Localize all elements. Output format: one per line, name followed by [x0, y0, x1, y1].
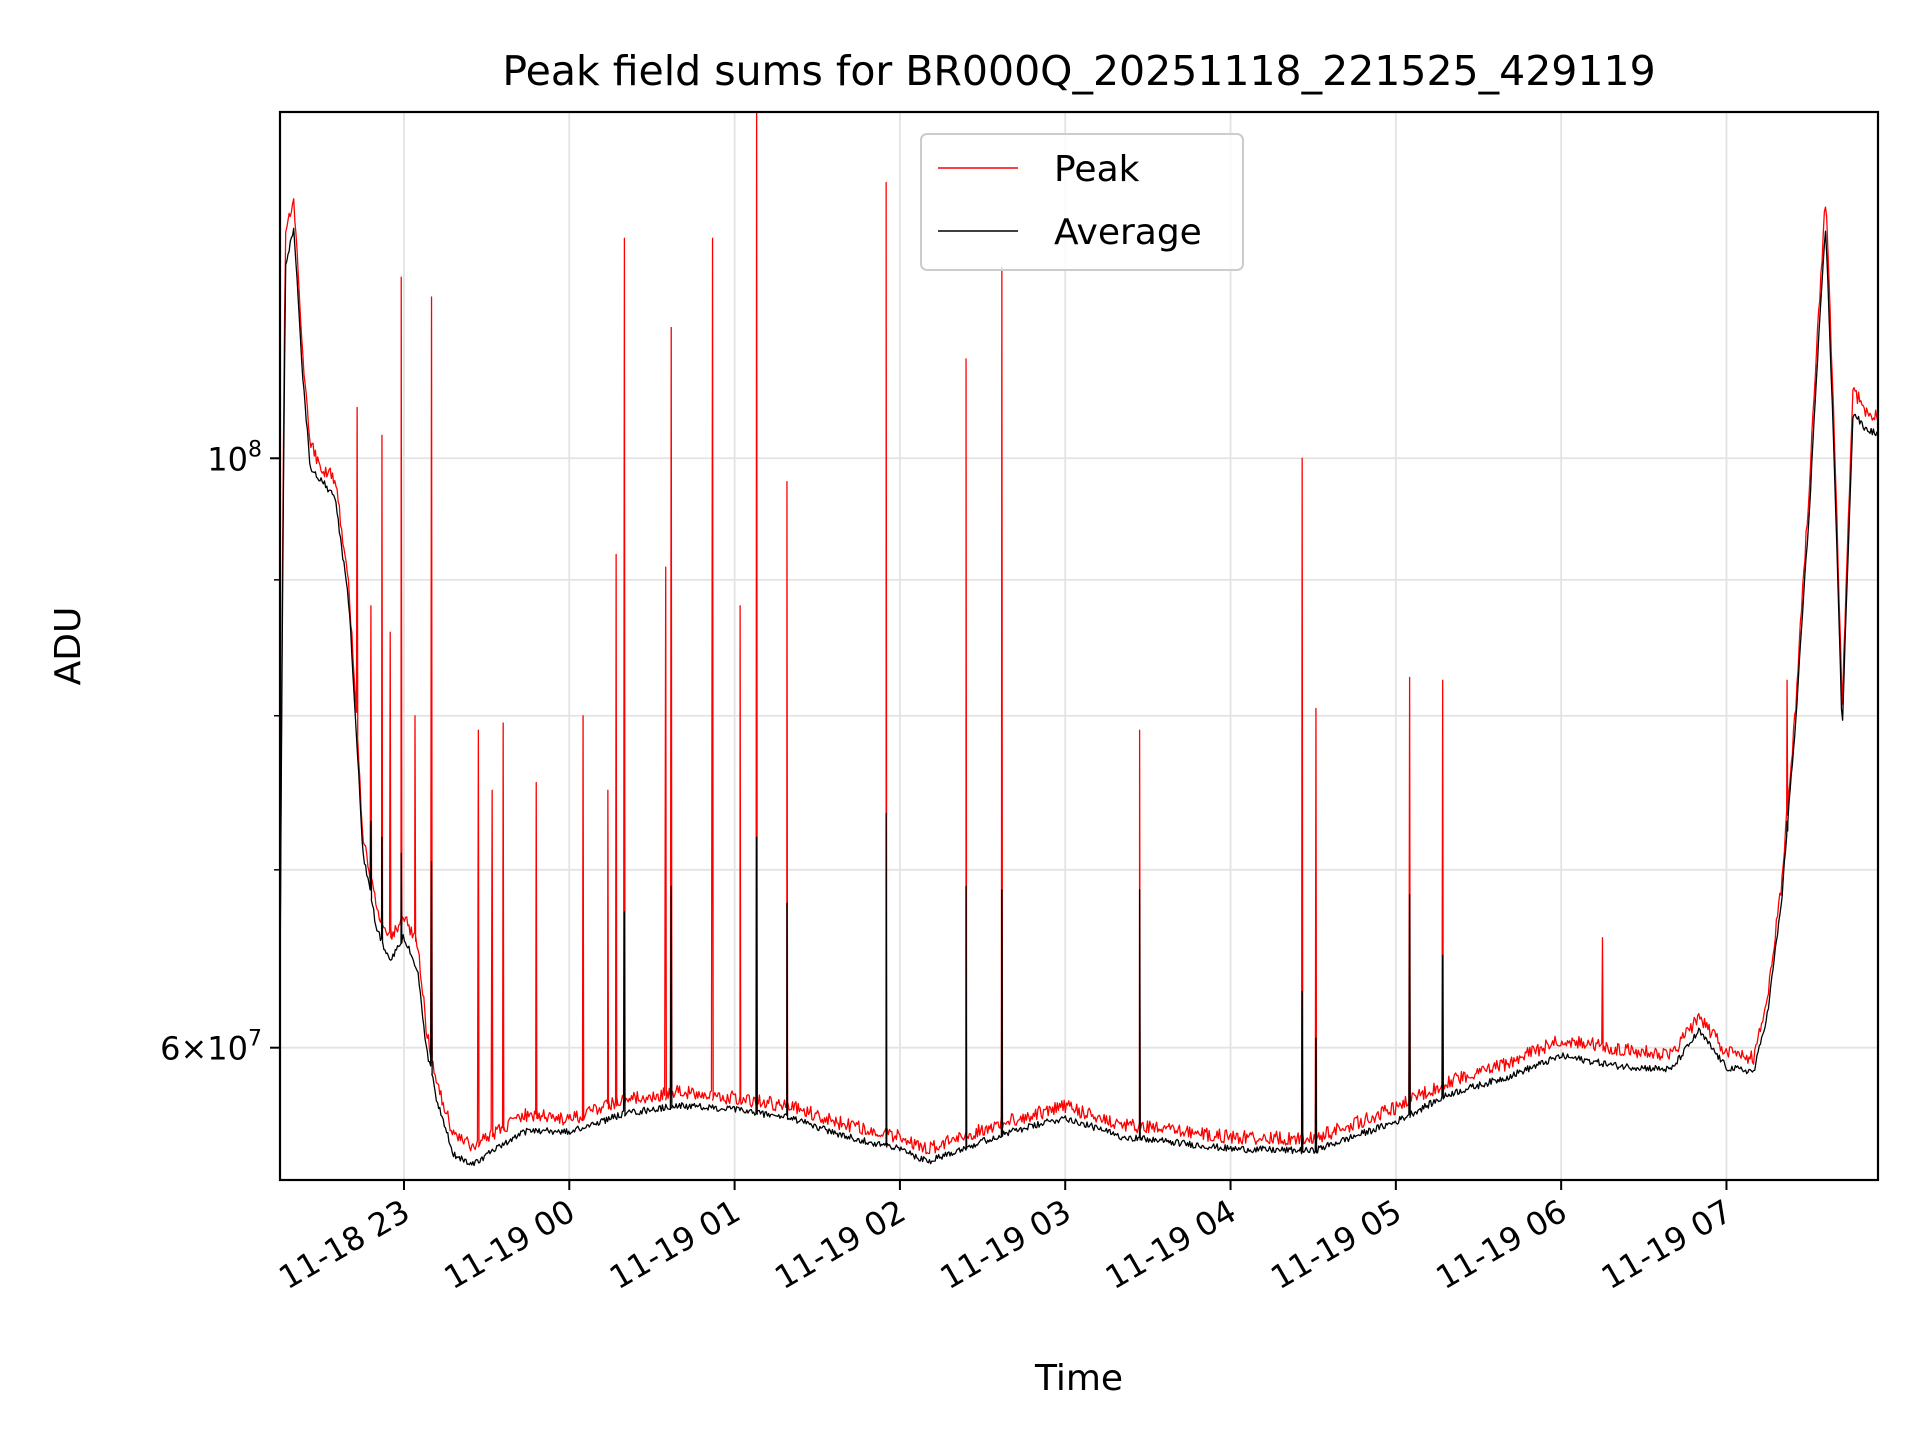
chart-title: Peak field sums for BR000Q_20251118_2215… — [502, 47, 1655, 95]
y-axis-label: ADU — [48, 607, 89, 686]
legend: Peak Average — [920, 133, 1244, 271]
plot-frame — [278, 110, 1880, 1182]
series-line-peak — [280, 112, 1878, 1155]
x-axis-label: Time — [1034, 1358, 1123, 1399]
legend-label-peak: Peak — [1054, 149, 1140, 190]
y-tick-label: 6×107 — [160, 1027, 262, 1068]
series-line-average — [280, 227, 1878, 1167]
y-axis-ticks: 108 6×107 — [160, 437, 280, 1068]
series-layer — [280, 112, 1878, 1167]
y-tick-label: 108 — [207, 437, 262, 478]
legend-label-average: Average — [1054, 212, 1202, 253]
grid — [280, 112, 1878, 1180]
